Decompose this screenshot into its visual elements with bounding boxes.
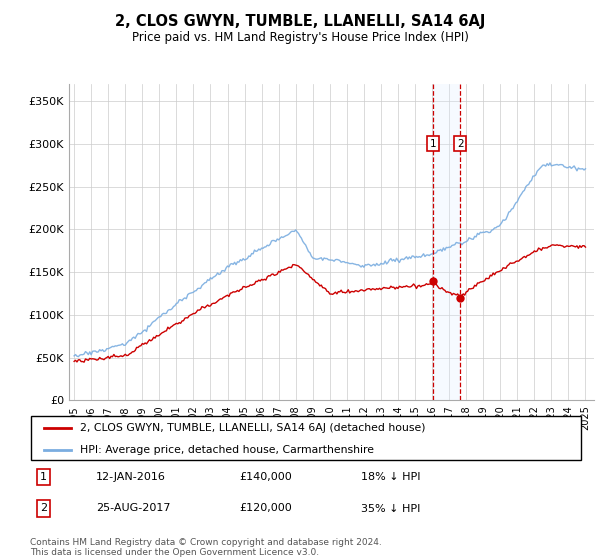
Text: 2: 2 — [457, 139, 464, 149]
Text: 25-AUG-2017: 25-AUG-2017 — [96, 503, 171, 514]
Text: Price paid vs. HM Land Registry's House Price Index (HPI): Price paid vs. HM Land Registry's House … — [131, 31, 469, 44]
FancyBboxPatch shape — [31, 416, 581, 460]
Text: 35% ↓ HPI: 35% ↓ HPI — [361, 503, 421, 514]
Text: Contains HM Land Registry data © Crown copyright and database right 2024.
This d: Contains HM Land Registry data © Crown c… — [30, 538, 382, 557]
Text: 2, CLOS GWYN, TUMBLE, LLANELLI, SA14 6AJ: 2, CLOS GWYN, TUMBLE, LLANELLI, SA14 6AJ — [115, 14, 485, 29]
Text: HPI: Average price, detached house, Carmarthenshire: HPI: Average price, detached house, Carm… — [80, 445, 374, 455]
Text: £140,000: £140,000 — [240, 472, 293, 482]
Bar — [433, 84, 460, 400]
Text: 2, CLOS GWYN, TUMBLE, LLANELLI, SA14 6AJ (detached house): 2, CLOS GWYN, TUMBLE, LLANELLI, SA14 6AJ… — [80, 423, 425, 433]
Text: 1: 1 — [430, 139, 436, 149]
Text: £120,000: £120,000 — [240, 503, 293, 514]
Text: 2: 2 — [40, 503, 47, 514]
Text: 12-JAN-2016: 12-JAN-2016 — [96, 472, 166, 482]
Text: 18% ↓ HPI: 18% ↓ HPI — [361, 472, 421, 482]
Text: 1: 1 — [40, 472, 47, 482]
